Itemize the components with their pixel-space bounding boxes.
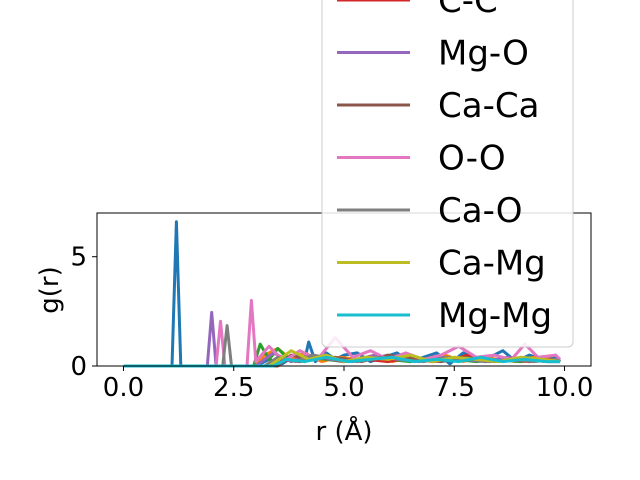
legend-label-mg-o: Mg-O [438,34,529,74]
y-tick-label: 0 [70,352,87,382]
legend-label-o-o: O-O [438,139,506,179]
x-tick-label: 7.5 [434,373,475,403]
legend-label-mg-mg: Mg-Mg [438,296,552,336]
x-tick-label: 0.0 [103,373,144,403]
legend: C-C Mg-O Ca-Ca O-O Ca-O Ca-Mg Mg-Mg [321,0,574,348]
series-layer [123,220,562,368]
x-tick-label: 5.0 [323,373,364,403]
y-tick-label: 5 [70,243,87,273]
x-tick-label: 10.0 [536,373,594,403]
legend-label-ca-ca: Ca-Ca [438,86,539,126]
y-axis-label: g(r) [35,266,65,313]
tick-layer: 0.0 2.5 5.0 7.5 10.0 0 5 [70,243,593,403]
series-line-o-o [123,298,562,368]
legend-box [321,0,574,348]
legend-label-ca-mg: Ca-Mg [438,244,546,284]
x-tick-label: 2.5 [213,373,254,403]
x-axis-label: r (Å) [315,415,372,447]
series-line-mg-mg [123,355,561,368]
legend-label-ca-o: Ca-O [438,191,523,231]
legend-label-c-c: C-C [438,0,498,21]
